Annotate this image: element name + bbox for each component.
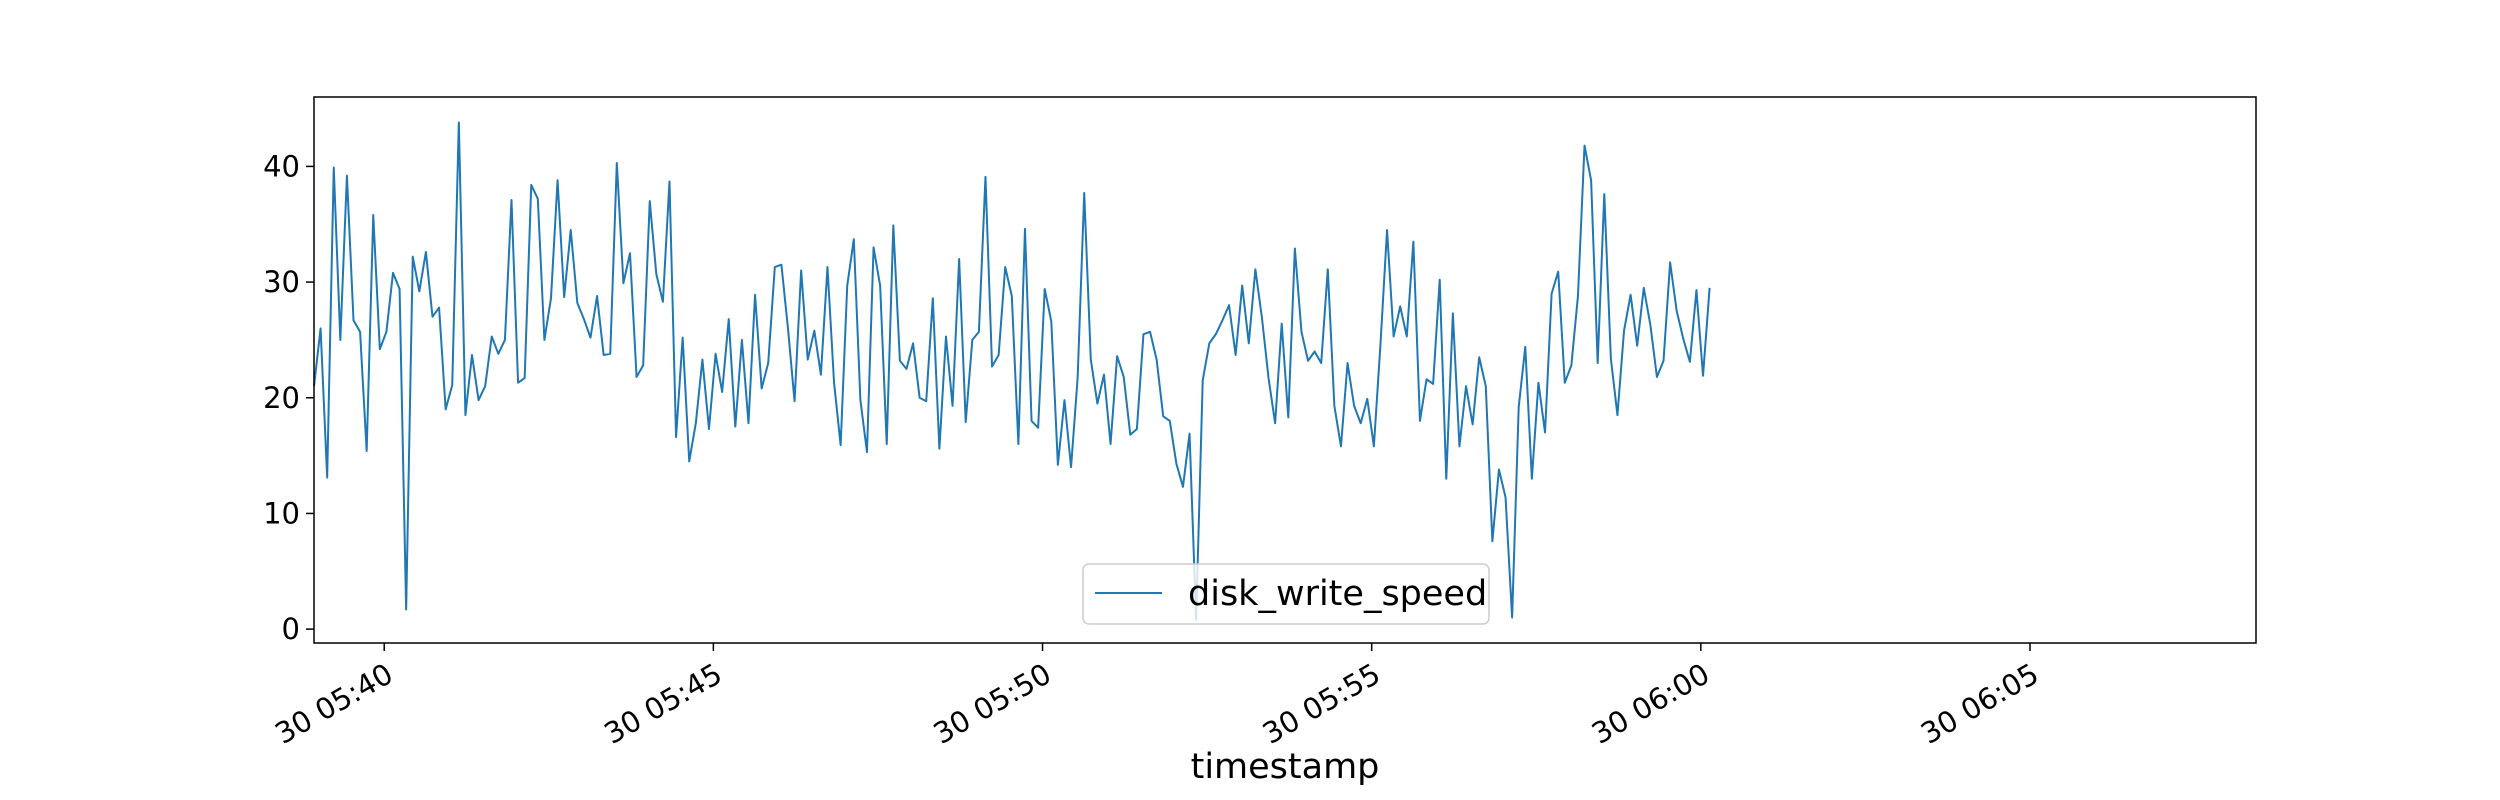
y-tick-label: 10 bbox=[263, 496, 300, 530]
y-tick-label: 0 bbox=[282, 612, 300, 646]
x-axis: 30 05:40 30 05:45 30 05:50 30 05:55 30 06:00… bbox=[269, 643, 2044, 751]
legend: disk_write_speed bbox=[1082, 563, 1490, 625]
y-tick-label: 40 bbox=[263, 149, 300, 183]
x-tick-label: 30 06:05 bbox=[1915, 656, 2044, 750]
y-tick-label: 30 bbox=[263, 265, 300, 299]
series-line-disk-write-speed bbox=[313, 121, 1711, 621]
x-tick-label: 30 05:50 bbox=[928, 656, 1057, 750]
legend-series-label: disk_write_speed bbox=[1188, 574, 1487, 614]
axes-frame bbox=[313, 96, 2257, 644]
x-tick-label: 30 05:55 bbox=[1257, 656, 1386, 750]
y-tick-label: 20 bbox=[263, 381, 300, 415]
legend-box bbox=[1082, 563, 1490, 625]
series-layer bbox=[313, 121, 1711, 621]
y-axis: 0 10 20 30 40 bbox=[263, 149, 314, 646]
x-tick-label: 30 05:40 bbox=[269, 656, 398, 750]
x-tick-label: 30 06:00 bbox=[1586, 656, 1715, 750]
x-axis-title: timestamp bbox=[1191, 747, 1380, 787]
axes-border bbox=[313, 96, 2257, 644]
x-tick-label: 30 05:45 bbox=[598, 656, 727, 750]
